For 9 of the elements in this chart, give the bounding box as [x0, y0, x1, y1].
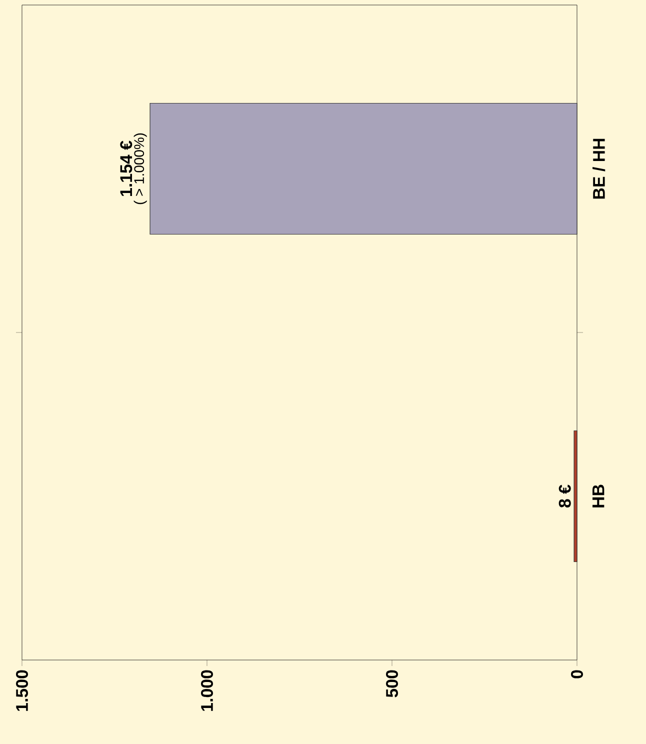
annotation: ( > 1.000%) — [134, 133, 147, 204]
x-tick-label: 1.500 — [16, 670, 28, 711]
y-tick-label: BE / HH — [592, 138, 606, 199]
data-label: 1.154 € — [120, 140, 132, 196]
data-label: 8 € — [558, 484, 571, 508]
x-tick-label: 1.000 — [200, 670, 213, 711]
x-tick-label: 500 — [386, 670, 398, 698]
y-tick-label: HB — [592, 484, 604, 508]
x-tick-label: 0 — [570, 670, 583, 678]
